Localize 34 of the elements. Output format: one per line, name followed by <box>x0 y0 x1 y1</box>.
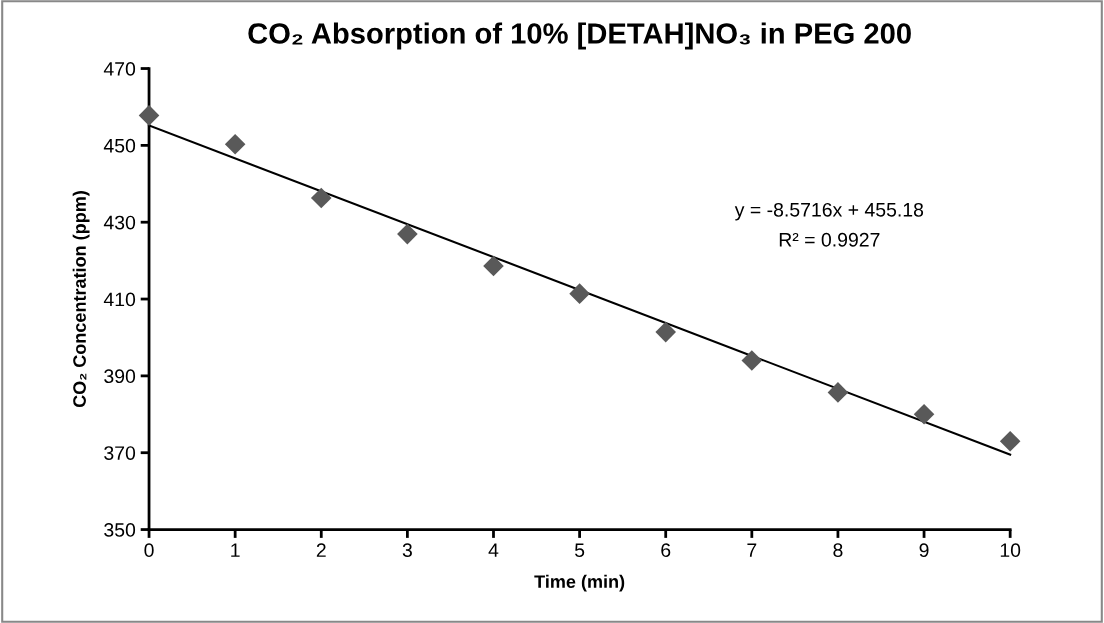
annotation: R² = 0.9927 <box>779 232 880 247</box>
point <box>913 403 935 425</box>
x-tick-label: 0 <box>144 543 154 558</box>
y-tick-label: 410 <box>103 292 136 307</box>
x-axis-title: Time (min) <box>534 574 625 592</box>
x-tick-label: 9 <box>919 543 929 558</box>
point <box>827 382 849 403</box>
x-tick-label: 3 <box>402 543 412 558</box>
point <box>224 133 246 155</box>
y-tick-label: 390 <box>104 369 136 384</box>
point <box>741 350 763 371</box>
x-tick-label: 6 <box>661 543 671 558</box>
x-tick-label: 7 <box>747 543 757 557</box>
point <box>483 255 504 277</box>
y-tick-label: 430 <box>103 215 136 230</box>
x-tick-label: 5 <box>574 543 585 558</box>
x-tick-label: 1 <box>231 543 240 557</box>
point <box>310 187 332 209</box>
point <box>138 105 160 126</box>
x-tick-label: 8 <box>833 543 843 558</box>
annotation: y = -8.5716x + 455.18 <box>734 202 924 221</box>
x-tick-label: 10 <box>1000 543 1021 558</box>
point <box>999 430 1021 452</box>
point <box>569 283 590 304</box>
x-tick-label: 2 <box>316 543 326 557</box>
y-tick-label: 450 <box>103 138 136 153</box>
point <box>655 321 677 343</box>
point <box>397 223 418 245</box>
y-tick-label: 470 <box>103 62 136 76</box>
y-tick-label: 370 <box>104 446 136 460</box>
y-tick-label: 350 <box>104 523 136 537</box>
chart-title: CO₂ Absorption of 10% [DETAH]NO₃ in PEG 200 <box>248 22 911 50</box>
x-tick-label: 4 <box>488 543 499 557</box>
y-axis-title: CO₂ Concentration (ppm) <box>72 191 90 408</box>
